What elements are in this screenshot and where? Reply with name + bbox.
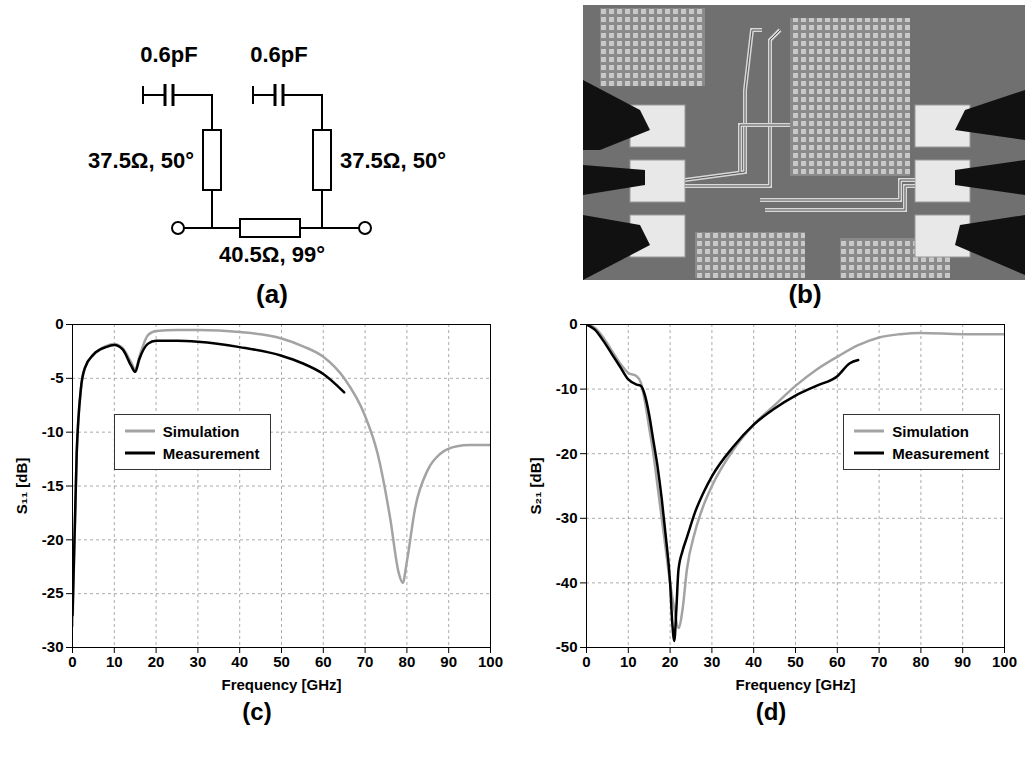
svg-text:90: 90 <box>440 653 457 670</box>
svg-text:0: 0 <box>68 653 76 670</box>
svg-text:20: 20 <box>148 653 165 670</box>
svg-text:-50: -50 <box>556 638 578 655</box>
svg-text:(a): (a) <box>256 279 288 309</box>
svg-text:40: 40 <box>231 653 248 670</box>
html-text:(c): (c) <box>242 698 272 725</box>
svg-text:70: 70 <box>357 653 374 670</box>
svg-text:0.6pF: 0.6pF <box>140 42 197 67</box>
svg-text:S₁₁ [dB]: S₁₁ [dB] <box>13 458 30 515</box>
svg-text:0: 0 <box>55 315 63 332</box>
svg-text:Frequency [GHz]: Frequency [GHz] <box>735 676 855 693</box>
svg-text:20: 20 <box>662 653 679 670</box>
html-text:Measurement: Measurement <box>892 444 989 462</box>
svg-text:-20: -20 <box>42 531 64 548</box>
svg-text:(b): (b) <box>788 279 821 309</box>
svg-text:50: 50 <box>273 653 290 670</box>
svg-text:-10: -10 <box>556 380 578 397</box>
svg-text:100: 100 <box>478 653 503 670</box>
svg-text:-15: -15 <box>42 477 64 494</box>
html-text:Simulation: Simulation <box>892 422 969 440</box>
svg-text:Frequency [GHz]: Frequency [GHz] <box>221 676 341 693</box>
svg-text:10: 10 <box>106 653 123 670</box>
svg-text:-25: -25 <box>42 584 64 601</box>
svg-text:30: 30 <box>190 653 207 670</box>
svg-text:100: 100 <box>992 653 1017 670</box>
svg-text:37.5Ω, 50°: 37.5Ω, 50° <box>340 148 446 173</box>
svg-text:30: 30 <box>704 653 721 670</box>
html-text:Measurement: Measurement <box>162 444 260 462</box>
svg-text:40: 40 <box>745 653 762 670</box>
svg-text:-30: -30 <box>42 638 64 655</box>
svg-text:40.5Ω, 99°: 40.5Ω, 99° <box>219 242 325 267</box>
svg-text:-5: -5 <box>50 369 63 386</box>
html-text:Simulation: Simulation <box>162 422 240 440</box>
svg-text:37.5Ω, 50°: 37.5Ω, 50° <box>88 148 194 173</box>
svg-text:60: 60 <box>315 653 332 670</box>
html-text:(d): (d) <box>755 698 787 725</box>
svg-text:80: 80 <box>399 653 416 670</box>
svg-text:60: 60 <box>829 653 846 670</box>
svg-text:90: 90 <box>954 653 971 670</box>
svg-text:-20: -20 <box>556 445 578 462</box>
svg-text:S₂₁ [dB]: S₂₁ [dB] <box>527 457 544 514</box>
svg-text:-10: -10 <box>42 423 64 440</box>
svg-text:50: 50 <box>787 653 804 670</box>
svg-text:70: 70 <box>871 653 888 670</box>
svg-text:-40: -40 <box>556 574 578 591</box>
svg-text:80: 80 <box>913 653 930 670</box>
svg-text:0: 0 <box>582 653 590 670</box>
svg-text:0.6pF: 0.6pF <box>250 42 307 67</box>
svg-text:0: 0 <box>569 315 577 332</box>
svg-text:10: 10 <box>620 653 637 670</box>
svg-text:-30: -30 <box>556 509 578 526</box>
